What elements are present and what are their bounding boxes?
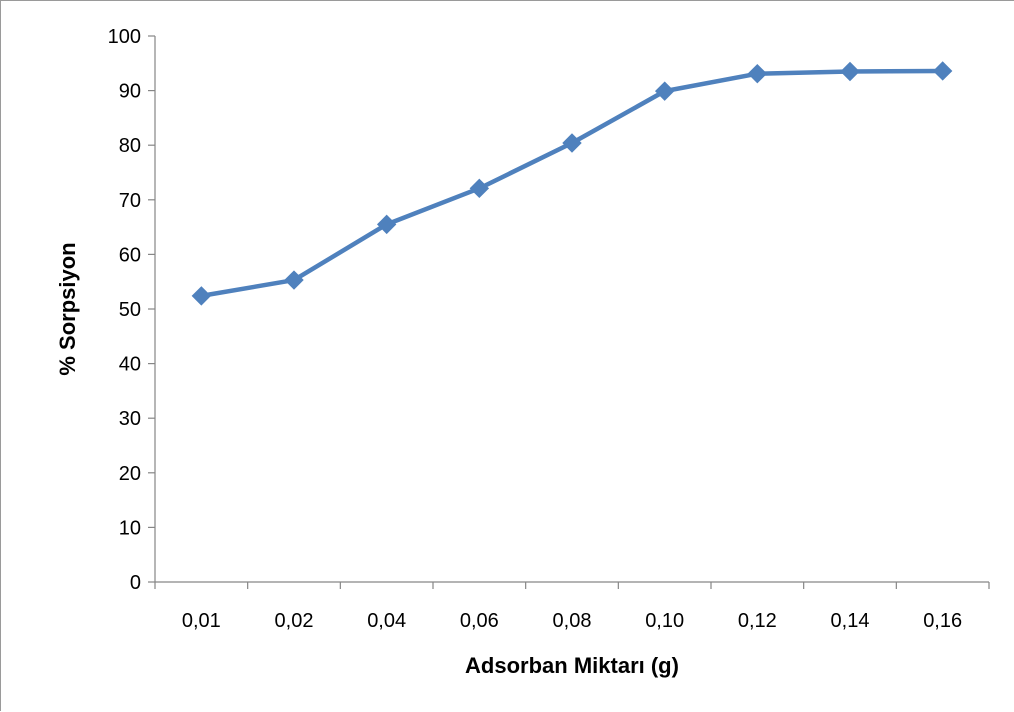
data-point-marker (932, 61, 953, 81)
series-markers (191, 61, 953, 306)
y-tick-label: 0 (130, 572, 141, 594)
x-tick-label: 0,10 (645, 610, 684, 632)
data-point-marker (284, 270, 304, 290)
x-tick-label: 0,04 (367, 610, 406, 632)
y-tick-label: 30 (119, 408, 141, 430)
y-tick-label: 50 (119, 299, 141, 321)
y-tick-label: 100 (108, 26, 141, 48)
data-point-marker (191, 286, 212, 306)
data-point-marker (747, 63, 768, 84)
data-point-marker (376, 214, 397, 235)
x-tick-label: 0,12 (738, 610, 777, 632)
y-tick-label: 40 (119, 354, 141, 376)
x-tick-label: 0,02 (275, 610, 314, 632)
x-tick-label: 0,01 (182, 610, 221, 632)
x-tick-label: 0,06 (460, 610, 499, 632)
series-line (199, 68, 945, 299)
y-tick-label: 70 (119, 190, 141, 212)
x-tick-label: 0,08 (553, 610, 592, 632)
y-tick-label: 20 (119, 463, 141, 485)
data-point-marker (469, 178, 490, 199)
x-tick-label: 0,14 (831, 610, 870, 632)
data-point-marker (654, 81, 675, 101)
x-tick-label: 0,16 (923, 610, 962, 632)
x-axis-ticks: 0,01 0,02 0,04 0,06 0,08 0,10 0,12 0,14 0,16 (154, 582, 990, 632)
x-axis-title: Adsorban Miktarı (g) (465, 653, 679, 678)
data-point-marker (840, 61, 860, 82)
y-axis-title: % Sorpsiyon (55, 242, 80, 375)
y-tick-label: 60 (119, 244, 141, 266)
y-tick-label: 80 (119, 135, 141, 157)
y-tick-label: 10 (119, 517, 141, 539)
y-axis-ticks: 0 10 20 30 40 50 60 70 80 90 100 (108, 26, 155, 594)
y-tick-label: 90 (119, 81, 141, 103)
data-point-marker (562, 133, 582, 153)
